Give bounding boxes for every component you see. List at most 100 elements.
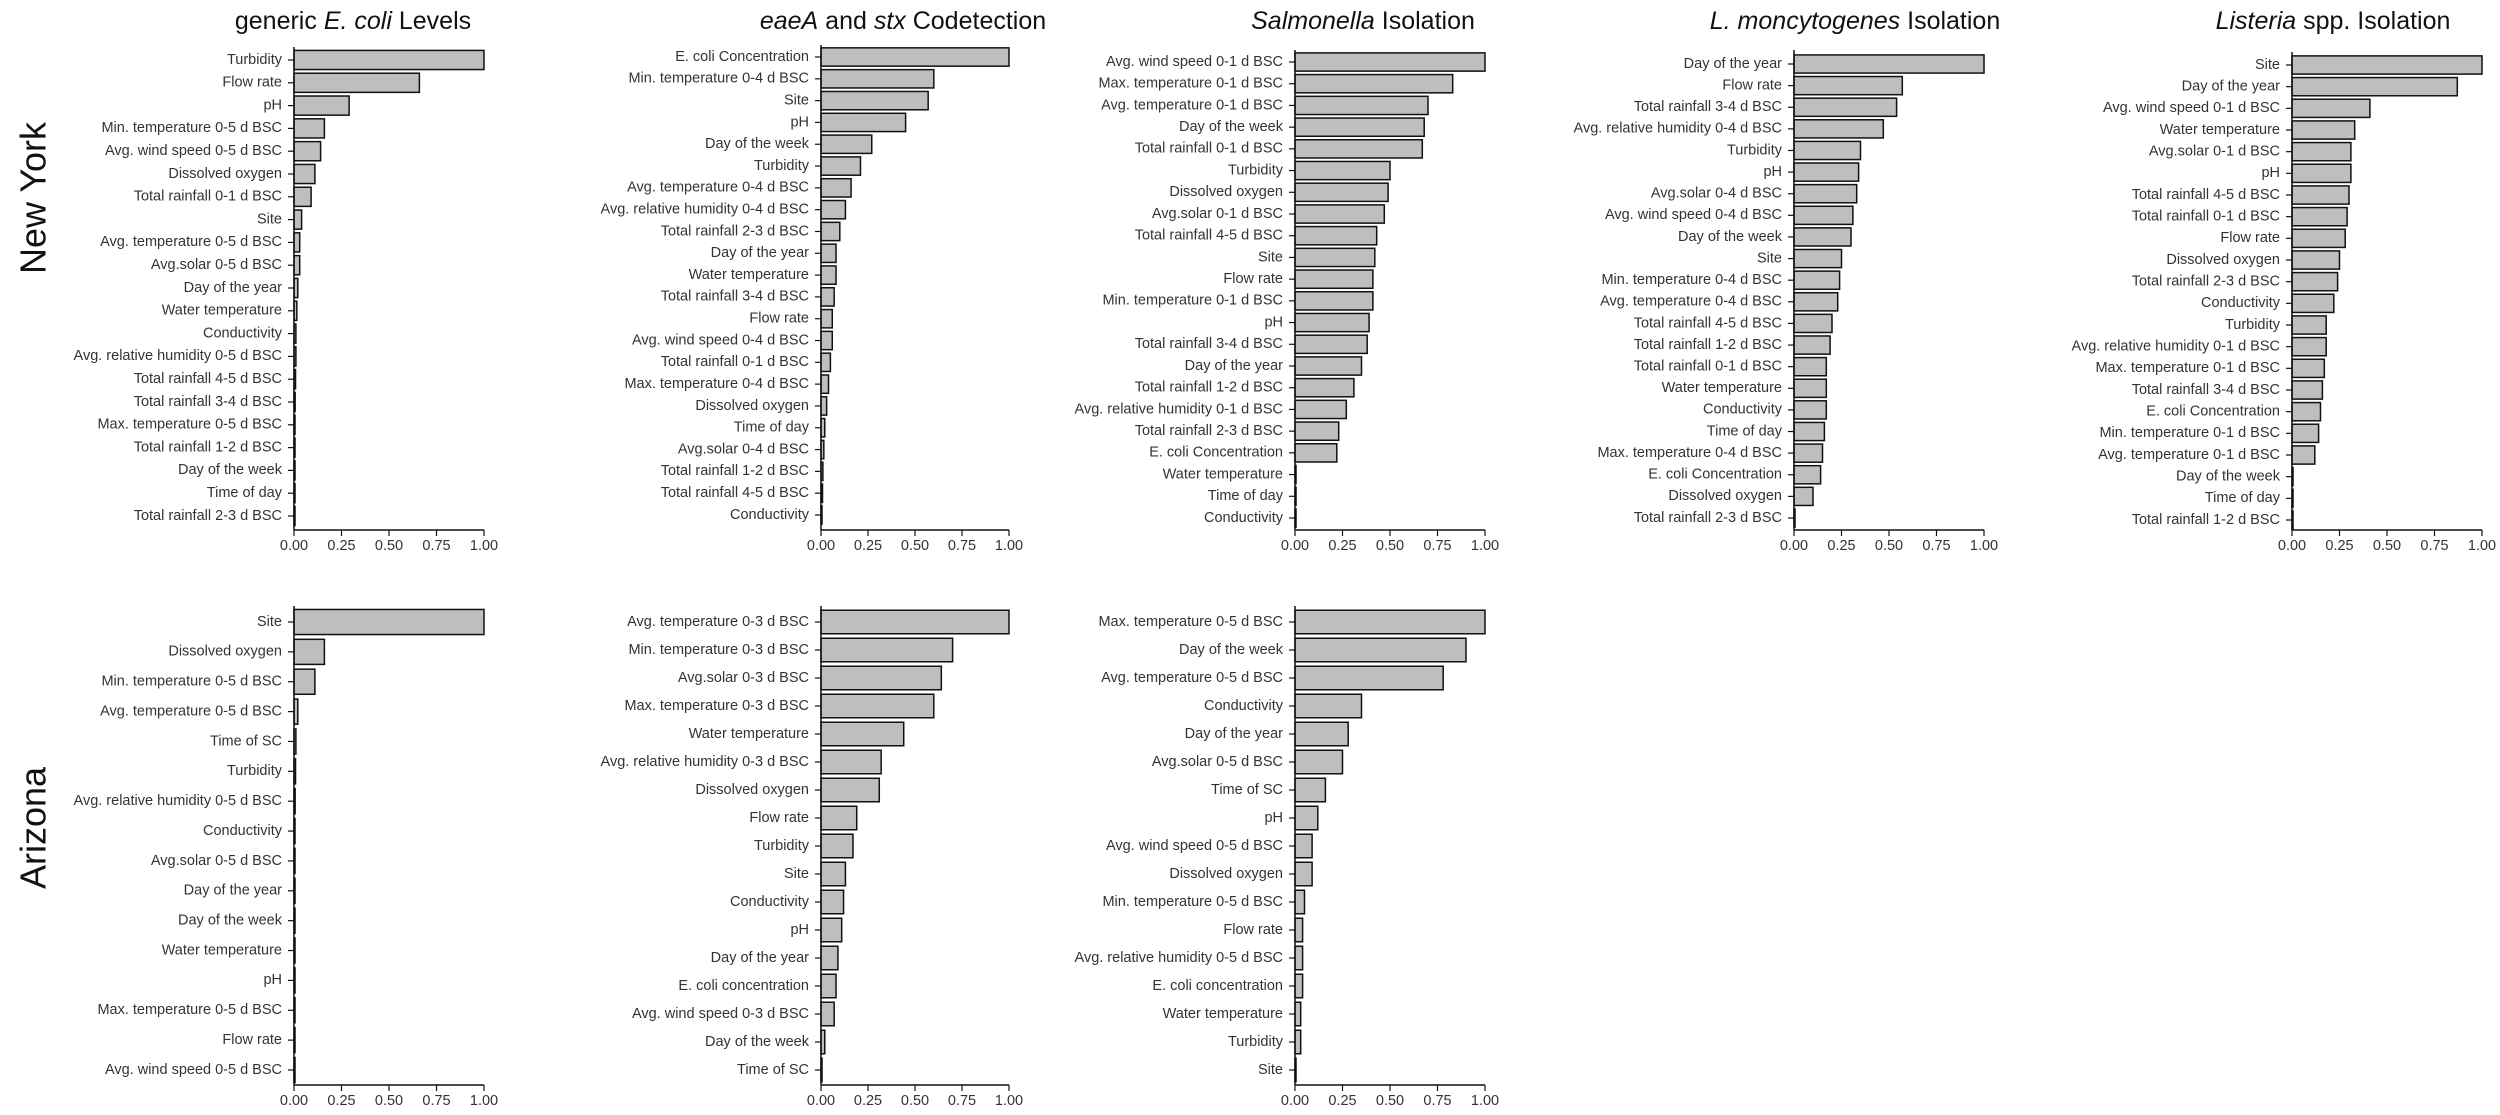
bar: [1294, 399, 1348, 420]
category-label: Turbidity: [1228, 162, 1284, 178]
category-label: Day of the week: [1678, 229, 1783, 245]
bar: [2291, 315, 2327, 335]
bar: [1793, 205, 1854, 226]
bar: [820, 777, 881, 803]
category-label: E. coli Concentration: [2146, 403, 2280, 419]
category-label: Time of SC: [737, 1062, 809, 1078]
category-label: Avg. temperature 0-5 d BSC: [100, 703, 282, 719]
x-tick-label: 1.00: [1471, 1093, 1499, 1109]
bar: [820, 665, 943, 691]
category-label: Total rainfall 0-1 d BSC: [2132, 208, 2280, 224]
category-label: Day of the year: [1185, 358, 1283, 374]
chart-panel-8: Max. temperature 0-5 d BSC Day of the wee…: [1075, 606, 1499, 1109]
category-label: Time of day: [1707, 423, 1783, 439]
category-label: Flow rate: [1722, 77, 1782, 93]
category-label: Total rainfall 1-2 d BSC: [661, 463, 809, 479]
bar: [2291, 293, 2335, 314]
category-label: Dissolved oxygen: [1668, 488, 1782, 504]
bar: [2291, 336, 2327, 357]
category-label: Flow rate: [1223, 922, 1283, 938]
chart-panels: generic E. coli Levels Turbidity Flow rate…: [74, 7, 2497, 1109]
category-label: Avg. relative humidity 0-5 d BSC: [74, 348, 282, 364]
category-label: Total rainfall 0-1 d BSC: [1634, 358, 1782, 374]
bar: [293, 95, 350, 116]
bar: [1793, 464, 1822, 485]
bar: [293, 638, 326, 666]
category-label: Avg. relative humidity 0-5 d BSC: [1075, 950, 1283, 966]
category-label: pH: [2261, 165, 2280, 181]
category-label: Day of the week: [2176, 468, 2281, 484]
category-label: Site: [784, 92, 809, 108]
bar: [1294, 356, 1363, 376]
category-label: Turbidity: [754, 838, 810, 854]
category-label: Dissolved oxygen: [695, 398, 809, 414]
chart-title-part: Codetection: [906, 7, 1046, 35]
chart-title-part: stx: [874, 7, 907, 35]
bar: [2291, 120, 2356, 140]
chart-title: L. moncytogenes Isolation: [1710, 7, 2000, 35]
category-label: Min. temperature 0-4 d BSC: [628, 71, 809, 87]
category-label: Total rainfall 4-5 d BSC: [1135, 228, 1283, 244]
x-tick-label: 0.25: [327, 538, 355, 554]
bar: [2291, 55, 2483, 75]
x-tick-label: 0.50: [375, 1093, 403, 1109]
x-tick-label: 0.50: [901, 538, 929, 554]
category-label: Turbidity: [1228, 1034, 1284, 1050]
x-tick-label: 0.25: [327, 1093, 355, 1109]
bar: [1294, 721, 1349, 747]
bar: [2291, 228, 2346, 249]
category-label: Avg.solar 0-5 d BSC: [151, 853, 282, 869]
bar: [2291, 163, 2352, 184]
category-label: Total rainfall 4-5 d BSC: [134, 371, 282, 387]
bar: [820, 945, 839, 971]
category-label: pH: [1264, 810, 1283, 826]
category-label: Total rainfall 3-4 d BSC: [1634, 99, 1782, 115]
category-label: Time of day: [734, 420, 810, 436]
chart-panel-7: Avg. temperature 0-3 d BSC Min. temperatu…: [601, 606, 1023, 1109]
chart-title-part: L. moncytogenes: [1710, 7, 1900, 35]
category-label: Avg. relative humidity 0-4 d BSC: [1574, 121, 1782, 137]
x-tick-label: 1.00: [995, 1093, 1023, 1109]
row-label-arizona: Arizona: [13, 766, 54, 889]
bar: [2291, 401, 2322, 422]
category-label: Day of the year: [711, 950, 809, 966]
bar: [1294, 334, 1368, 355]
category-label: Total rainfall 0-1 d BSC: [134, 189, 282, 205]
chart-title-part: Salmonella: [1251, 7, 1375, 35]
bar: [1294, 117, 1425, 138]
category-label: Avg.solar 0-3 d BSC: [678, 670, 809, 686]
category-label: Day of the year: [2182, 78, 2280, 94]
chart-panel-4: L. moncytogenes Isolation Day of the year…: [1574, 7, 2001, 554]
bar: [820, 833, 854, 859]
x-tick-label: 1.00: [1970, 538, 1998, 554]
category-label: Total rainfall 4-5 d BSC: [1634, 315, 1782, 331]
bar: [1793, 227, 1852, 247]
x-tick-label: 0.50: [901, 1093, 929, 1109]
category-label: Day of the year: [184, 280, 282, 296]
bar: [820, 889, 845, 915]
bar: [1294, 665, 1444, 691]
x-tick-label: 0.75: [948, 1093, 976, 1109]
category-label: Max. temperature 0-1 d BSC: [1098, 76, 1283, 92]
category-label: Site: [1757, 250, 1782, 266]
bar: [1793, 335, 1831, 355]
category-label: E. coli Concentration: [1149, 445, 1283, 461]
bar: [1793, 421, 1826, 442]
bar: [2291, 271, 2339, 292]
x-tick-label: 0.50: [1376, 1093, 1404, 1109]
bar: [820, 1001, 835, 1027]
bar: [1294, 1029, 1302, 1055]
x-tick-label: 0.50: [375, 538, 403, 554]
x-tick-label: 0.00: [2278, 538, 2306, 554]
x-tick-label: 0.75: [422, 538, 450, 554]
bar: [1294, 52, 1486, 72]
chart-title-part: generic: [235, 7, 324, 35]
bar: [293, 668, 316, 696]
bar: [1793, 183, 1858, 204]
category-label: Avg. temperature 0-5 d BSC: [1101, 670, 1283, 686]
category-label: Total rainfall 2-3 d BSC: [661, 223, 809, 239]
category-label: Max. temperature 0-1 d BSC: [2095, 360, 2280, 376]
bar: [1294, 377, 1355, 398]
category-label: Min. temperature 0-3 d BSC: [628, 642, 809, 658]
